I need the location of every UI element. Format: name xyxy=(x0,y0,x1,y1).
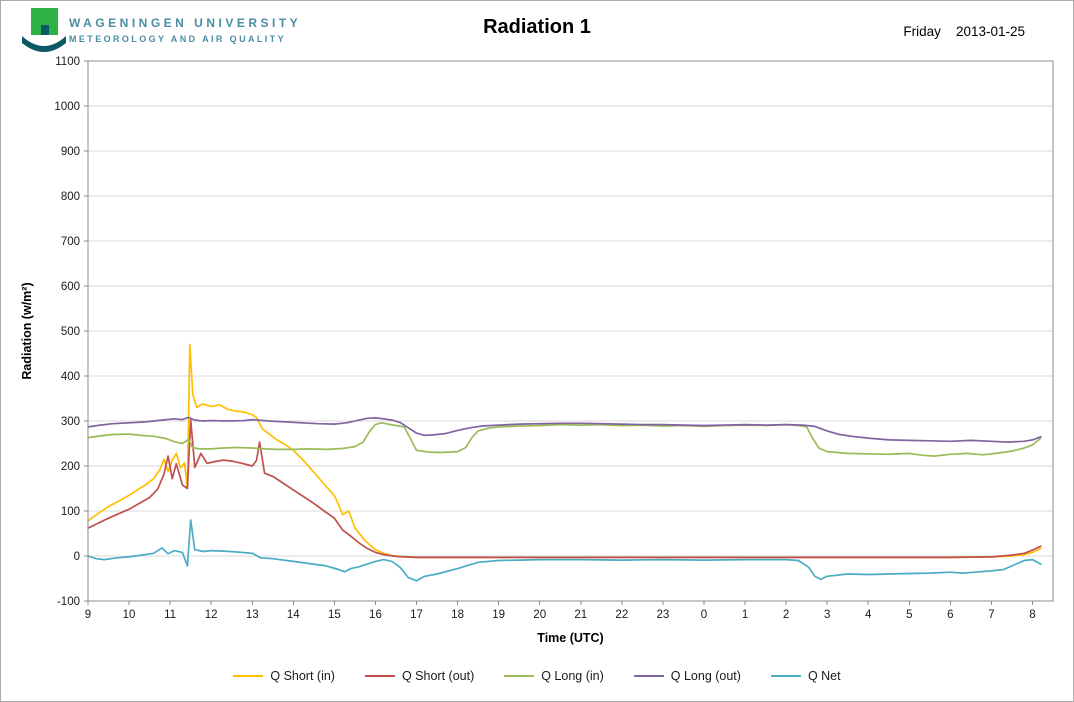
y-tick-label: 0 xyxy=(74,551,80,563)
y-tick-label: 900 xyxy=(61,146,80,158)
university-name: WAGENINGEN UNIVERSITY xyxy=(69,16,302,30)
x-tick-label: 23 xyxy=(656,609,669,621)
date-value: 2013-01-25 xyxy=(955,24,1025,39)
x-axis-title: Time (UTC) xyxy=(537,631,603,645)
logo-swoosh xyxy=(22,36,66,52)
legend-swatch xyxy=(233,675,264,677)
x-tick-label: 17 xyxy=(410,609,423,621)
y-tick-label: 200 xyxy=(61,461,80,473)
y-tick-label: 1100 xyxy=(55,56,80,68)
axes xyxy=(84,60,1054,605)
x-tick-label: 10 xyxy=(123,609,136,621)
y-tick-label: 700 xyxy=(61,236,80,248)
legend-swatch xyxy=(770,675,801,677)
page-title: Radiation 1 xyxy=(483,16,591,38)
x-tick-label: 21 xyxy=(574,609,587,621)
x-tick-label: 14 xyxy=(287,609,300,621)
x-tick-label: 1 xyxy=(742,609,748,621)
y-axis-title: Radiation (w/m²) xyxy=(20,282,34,379)
university-text: WAGENINGEN UNIVERSITY METEOROLOGY AND AI… xyxy=(69,16,301,44)
x-tick-label: 15 xyxy=(328,609,341,621)
legend-item-3: Q Long (out) xyxy=(633,669,741,683)
series-line-2 xyxy=(87,421,1042,457)
x-tick-label: 9 xyxy=(85,609,91,621)
y-tick-label: 100 xyxy=(61,506,80,518)
y-tick-label: 1000 xyxy=(54,101,80,113)
wageningen-logo xyxy=(19,6,69,56)
series-line-3 xyxy=(87,416,1042,443)
series-line-4 xyxy=(87,519,1042,582)
legend-item-1: Q Short (out) xyxy=(364,669,475,683)
legend-label: Q Short (out) xyxy=(401,669,475,683)
x-tick-label: 4 xyxy=(865,609,872,621)
legend-item-0: Q Short (in) xyxy=(233,669,335,683)
gridlines xyxy=(88,105,1053,557)
axis-labels: -100010020030040050060070080090010001100… xyxy=(20,56,1036,645)
x-tick-label: 3 xyxy=(824,609,830,621)
radiation-chart: -100010020030040050060070080090010001100… xyxy=(20,56,1054,645)
x-tick-label: 11 xyxy=(164,609,176,621)
wageningen-logo-graphic xyxy=(22,8,66,52)
x-tick-label: 12 xyxy=(205,609,218,621)
y-tick-label: 800 xyxy=(61,191,80,203)
y-tick-label: -100 xyxy=(57,596,80,608)
legend-label: Q Net xyxy=(807,669,841,683)
logo-keyhole xyxy=(41,25,49,35)
legend-swatch xyxy=(504,675,535,677)
x-tick-label: 18 xyxy=(451,609,464,621)
y-tick-label: 500 xyxy=(61,326,80,338)
x-tick-label: 2 xyxy=(783,609,789,621)
x-tick-label: 7 xyxy=(988,609,994,621)
x-tick-label: 0 xyxy=(701,609,707,621)
legend-swatch xyxy=(633,675,664,677)
legend-swatch xyxy=(364,675,395,677)
legend-label: Q Short (in) xyxy=(270,669,335,683)
chart-legend: Q Short (in) Q Short (out) Q Long (in) Q Lo… xyxy=(1,651,1073,701)
x-tick-label: 16 xyxy=(369,609,382,621)
legend-item-2: Q Long (in) xyxy=(504,669,604,683)
date-block: Friday 2013-01-25 xyxy=(903,24,1025,39)
legend-label: Q Long (in) xyxy=(541,669,604,683)
series-lines xyxy=(87,343,1042,582)
university-department: METEOROLOGY AND AIR QUALITY xyxy=(69,34,286,44)
legend-item-4: Q Net xyxy=(770,669,841,683)
legend-label: Q Long (out) xyxy=(670,669,741,683)
x-tick-label: 5 xyxy=(906,609,912,621)
x-tick-label: 22 xyxy=(615,609,628,621)
header: WAGENINGEN UNIVERSITY METEOROLOGY AND AI… xyxy=(1,1,1073,57)
x-tick-label: 19 xyxy=(492,609,505,621)
x-tick-label: 13 xyxy=(246,609,259,621)
chart-area: -100 0 100 200 300 400 500 600 700 800 900 1000 1100… xyxy=(1,56,1073,651)
y-tick-label: 400 xyxy=(61,371,80,383)
x-tick-label: 20 xyxy=(533,609,546,621)
x-tick-label: 8 xyxy=(1029,609,1035,621)
date-day: Friday xyxy=(903,24,941,39)
x-tick-label: 6 xyxy=(947,609,953,621)
y-tick-label: 600 xyxy=(61,281,80,293)
series-line-1 xyxy=(87,418,1042,559)
y-tick-label: 300 xyxy=(61,416,80,428)
